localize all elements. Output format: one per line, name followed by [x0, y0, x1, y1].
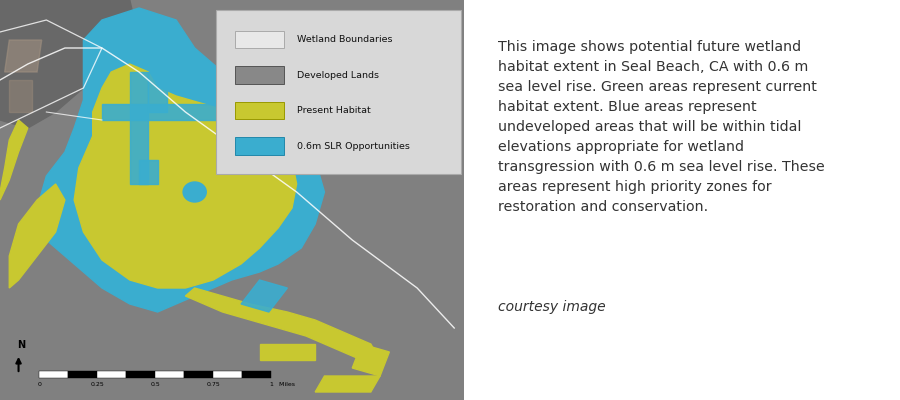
Polygon shape — [102, 104, 232, 120]
Text: Developed Lands: Developed Lands — [297, 70, 379, 80]
Bar — [68, 371, 97, 378]
Bar — [156, 371, 184, 378]
FancyBboxPatch shape — [236, 137, 284, 155]
FancyBboxPatch shape — [236, 66, 284, 84]
Polygon shape — [37, 8, 324, 312]
Polygon shape — [352, 344, 390, 376]
Text: 0.5: 0.5 — [150, 382, 160, 387]
FancyBboxPatch shape — [236, 31, 284, 48]
Polygon shape — [74, 64, 297, 288]
Polygon shape — [315, 376, 380, 392]
Circle shape — [183, 182, 206, 202]
Bar — [213, 371, 242, 378]
Text: 0.6m SLR Opportunities: 0.6m SLR Opportunities — [297, 142, 410, 151]
Bar — [184, 371, 213, 378]
Polygon shape — [259, 128, 297, 160]
Bar — [40, 371, 271, 378]
Polygon shape — [0, 120, 28, 200]
Text: 1: 1 — [269, 382, 273, 387]
Text: 0.25: 0.25 — [91, 382, 104, 387]
Polygon shape — [185, 288, 380, 368]
Polygon shape — [4, 40, 41, 72]
Text: courtesy image: courtesy image — [499, 300, 606, 314]
Polygon shape — [259, 344, 315, 360]
Text: Miles: Miles — [271, 382, 295, 387]
FancyBboxPatch shape — [215, 10, 461, 174]
Text: This image shows potential future wetland
habitat extent in Seal Beach, CA with : This image shows potential future wetlan… — [499, 40, 825, 214]
Polygon shape — [148, 72, 166, 112]
Text: Wetland Boundaries: Wetland Boundaries — [297, 35, 392, 44]
Polygon shape — [9, 80, 32, 112]
FancyBboxPatch shape — [236, 102, 284, 119]
Text: 0: 0 — [38, 382, 41, 387]
Polygon shape — [0, 0, 139, 128]
Polygon shape — [130, 72, 148, 184]
Text: N: N — [17, 340, 25, 350]
Polygon shape — [9, 184, 65, 288]
Text: 0.75: 0.75 — [206, 382, 220, 387]
Text: Present Habitat: Present Habitat — [297, 106, 371, 115]
Polygon shape — [241, 280, 287, 312]
Polygon shape — [139, 160, 158, 184]
Bar — [97, 371, 126, 378]
Bar — [242, 371, 271, 378]
Bar — [40, 371, 68, 378]
Bar — [126, 371, 156, 378]
